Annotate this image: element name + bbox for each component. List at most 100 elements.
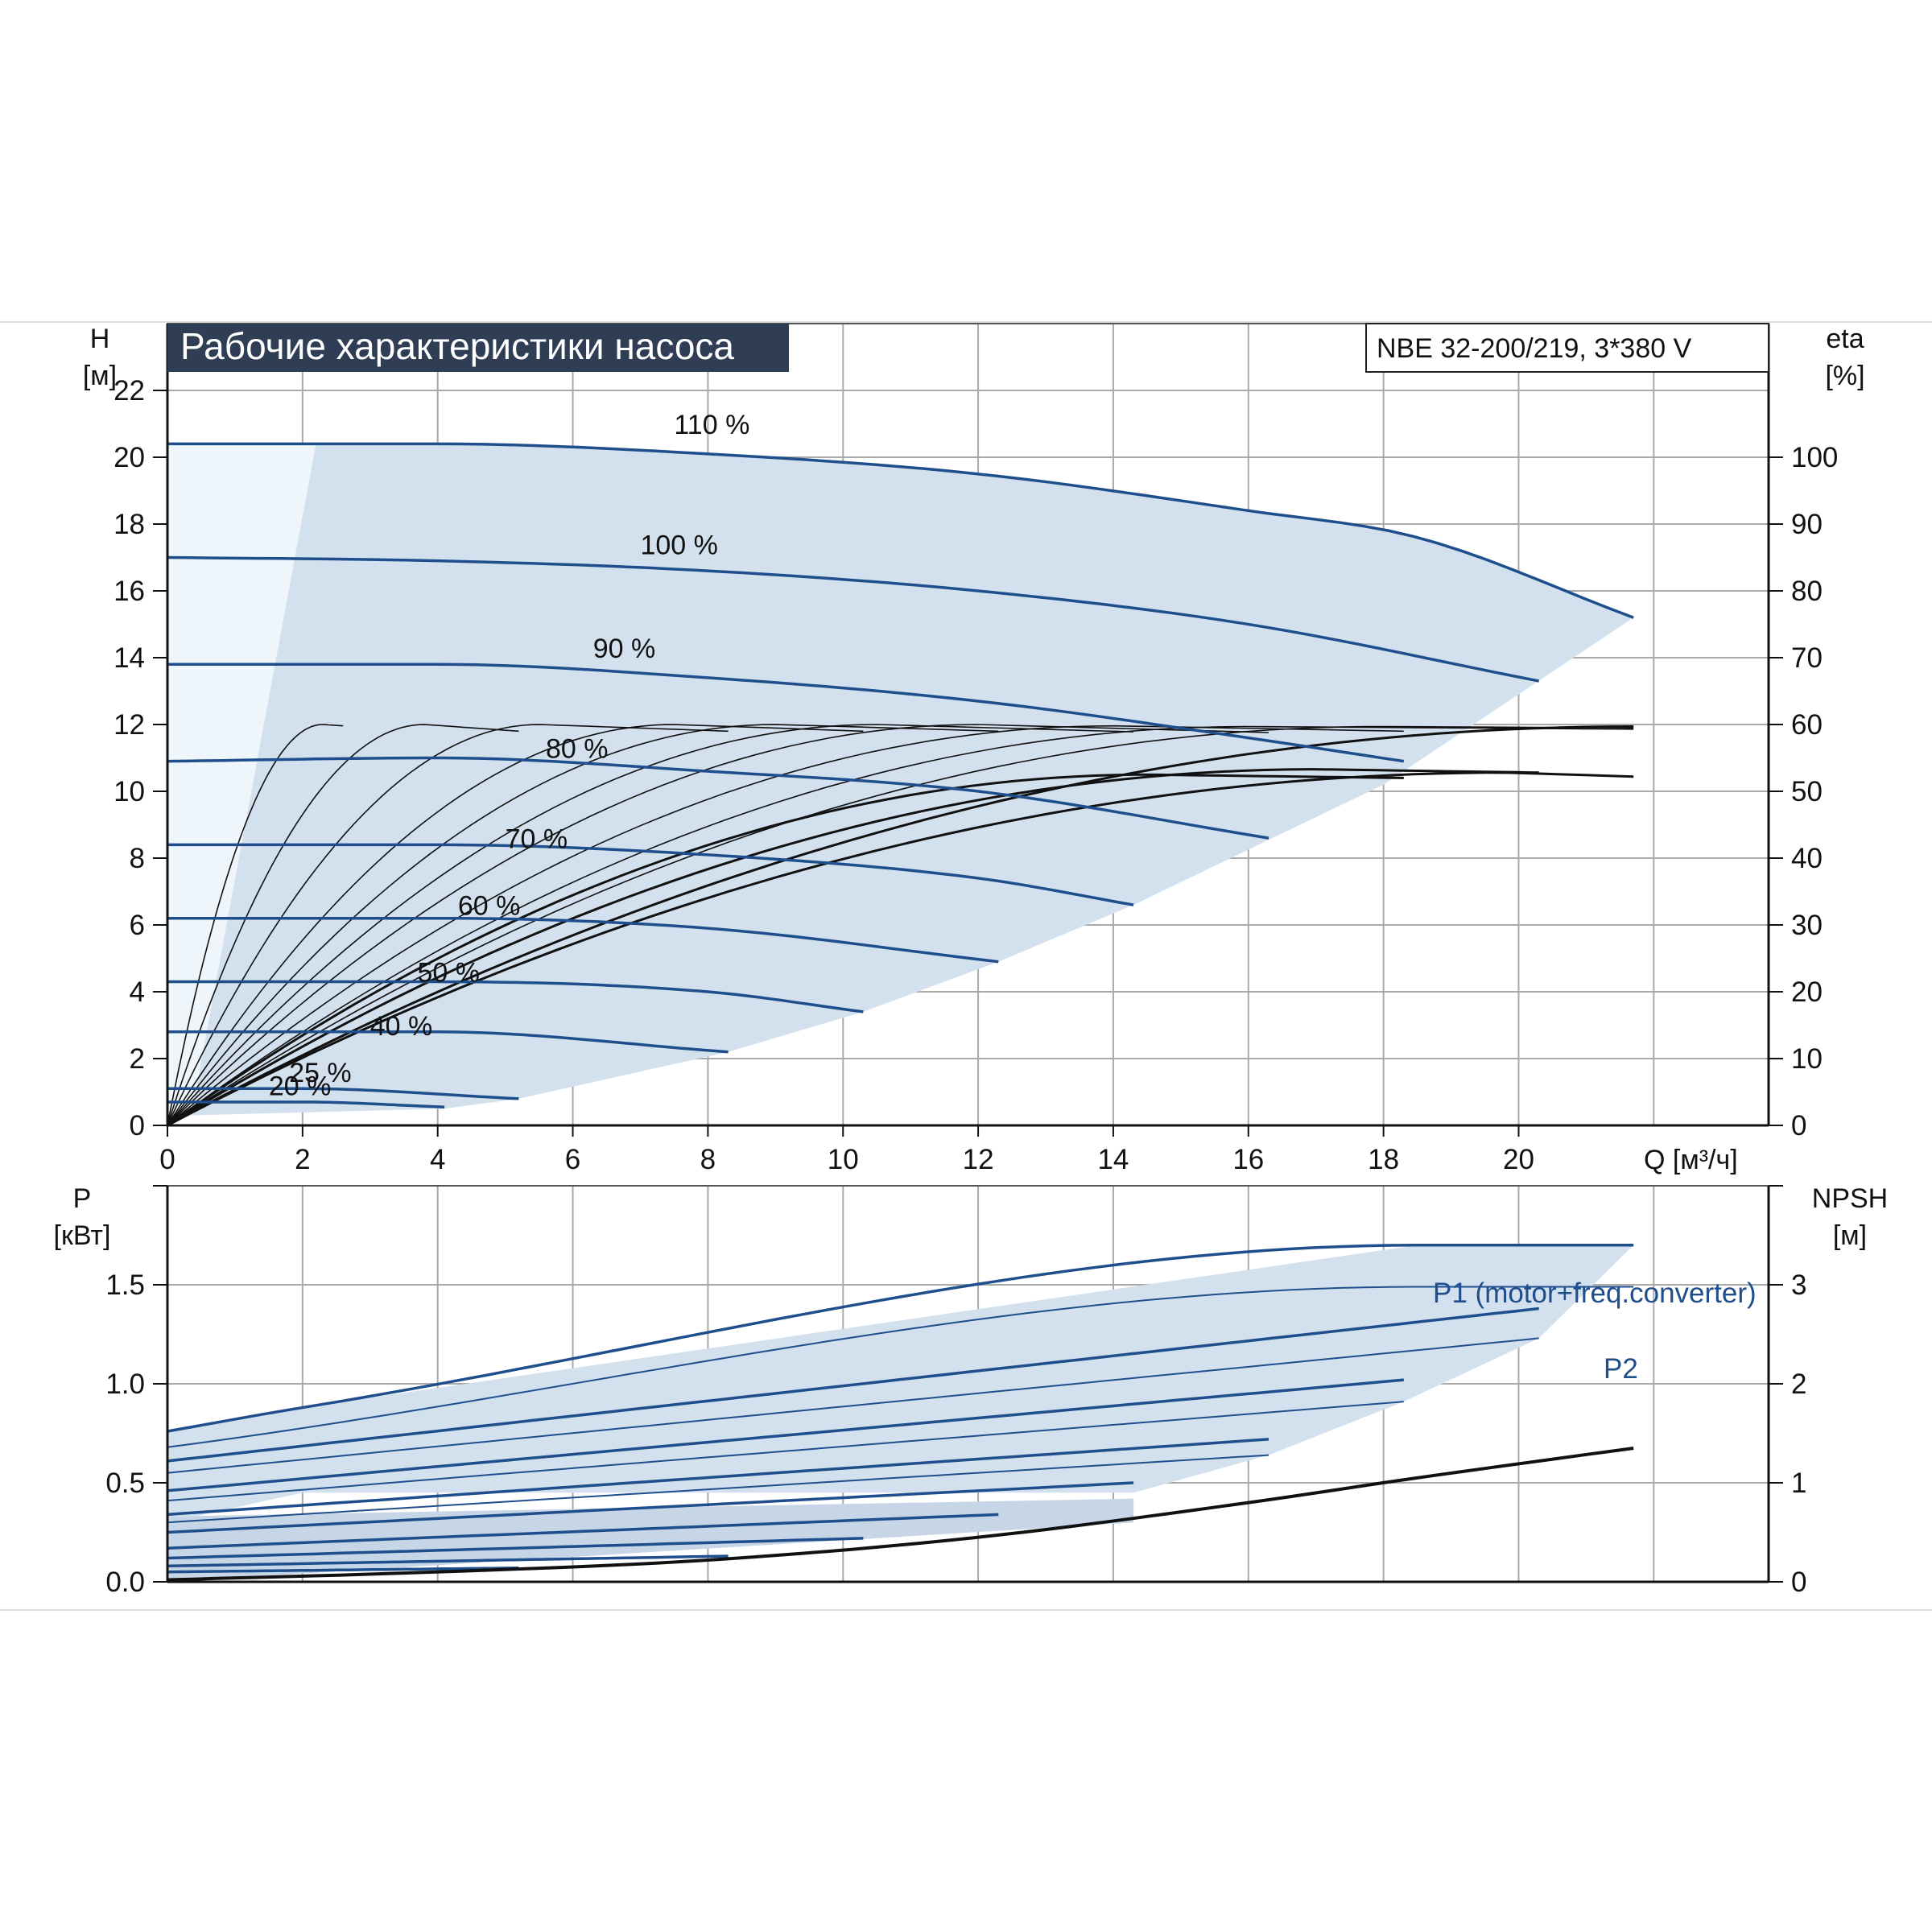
- x-tick-label: 0: [159, 1144, 175, 1175]
- y2-tick-label: 40: [1791, 843, 1823, 874]
- model-label: NBE 32-200/219, 3*380 V: [1377, 333, 1692, 364]
- head-curve: [167, 555, 1540, 683]
- head-curve: [167, 442, 1634, 619]
- y-tick-label: 12: [114, 709, 145, 741]
- power-npsh-plot: 0.0 0.5 1.0 1.5 0 1 2 3: [105, 1185, 1806, 1598]
- y2-axis-unit-eta: [%]: [1825, 361, 1864, 391]
- x-tick-label: 20: [1503, 1144, 1534, 1175]
- y-tick-label: 10: [114, 776, 145, 807]
- efficiency-curve: [167, 724, 344, 1126]
- power-curve: [167, 1286, 1634, 1448]
- efficiency-curve: [167, 724, 999, 1126]
- x-tick-label: 8: [700, 1144, 716, 1175]
- x-tick-label: 14: [1097, 1144, 1129, 1175]
- head-curve: [167, 1100, 445, 1108]
- head-curve: [167, 843, 1134, 906]
- power-curve: [167, 1438, 1269, 1517]
- power-tick-label: 0.5: [105, 1468, 145, 1499]
- x-tick-label: 16: [1232, 1144, 1264, 1175]
- efficiency-curve: [167, 724, 729, 1126]
- power-curve: [167, 1244, 1634, 1433]
- power-curve: [167, 1454, 1269, 1524]
- power-tick-label: 1.5: [105, 1269, 145, 1301]
- y-tick-label: 22: [114, 375, 145, 407]
- background-layer: [0, 321, 1932, 1611]
- y2-tick-label: 90: [1791, 509, 1823, 540]
- x-tick-label: 2: [295, 1144, 310, 1175]
- y-axis-label-head: H: [90, 324, 110, 354]
- efficiency-curve: [167, 768, 1539, 1127]
- head-curve: [167, 1087, 519, 1100]
- operating-area-envelope: [191, 444, 1634, 1116]
- head-curve-label: 60 %: [458, 891, 521, 922]
- y2-tick-label: 0: [1791, 1110, 1806, 1141]
- power-curve: [167, 1337, 1539, 1474]
- p1-label: P1 (motor+freq.converter): [1433, 1278, 1757, 1309]
- head-curve: [167, 1030, 729, 1054]
- power-curve: [167, 1567, 519, 1574]
- p2-label: P2: [1604, 1353, 1638, 1385]
- power-curve: [167, 1554, 729, 1568]
- efficiency-curve: [167, 771, 1634, 1127]
- x-tick-label: 4: [430, 1144, 445, 1175]
- npsh-tick-label: 0: [1791, 1567, 1806, 1598]
- y2-tick-label: 50: [1791, 776, 1823, 807]
- head-curve-label: 20 %: [269, 1071, 332, 1102]
- y2-tick-label: 70: [1791, 642, 1823, 674]
- power-curve: [167, 1513, 999, 1550]
- efficiency-curve: [167, 724, 1269, 1126]
- npsh-curve: [167, 1447, 1634, 1582]
- chart-text-layer: Рабочие характеристики насоса NBE 32-200…: [54, 323, 1888, 1385]
- y2-tick-label: 80: [1791, 576, 1823, 607]
- x-tick-label: 6: [565, 1144, 580, 1175]
- power-curve: [167, 1401, 1404, 1502]
- head-efficiency-plot: 110 %100 %90 %80 %70 %60 %50 %40 %25 %20…: [114, 323, 1838, 1175]
- efficiency-curve: [167, 724, 1134, 1126]
- npsh-tick-label: 1: [1791, 1468, 1806, 1499]
- efficiency-curve: [167, 725, 1634, 1127]
- head-curve-label: 110 %: [674, 410, 749, 440]
- efficiency-curve: [167, 724, 519, 1126]
- head-curve: [167, 980, 864, 1013]
- y2-tick-label: 10: [1791, 1043, 1823, 1075]
- y-tick-label: 4: [130, 976, 145, 1008]
- y-tick-label: 14: [114, 642, 145, 674]
- power-operating-area: [167, 1245, 1634, 1523]
- y-axis-label-power: P: [73, 1183, 92, 1214]
- head-curve-label: 25 %: [289, 1058, 352, 1088]
- head-curve-label: 50 %: [418, 958, 481, 989]
- y2-tick-label: 60: [1791, 709, 1823, 741]
- power-tick-label: 0.0: [105, 1567, 145, 1598]
- head-curve-label: 40 %: [370, 1011, 433, 1042]
- y-tick-label: 6: [130, 910, 145, 941]
- chart-title: Рабочие характеристики насоса: [180, 325, 734, 367]
- x-tick-label: 18: [1368, 1144, 1399, 1175]
- y-axis-unit-power: [кВт]: [54, 1220, 111, 1251]
- y2-axis-label-npsh: NPSH: [1812, 1183, 1888, 1214]
- y-tick-label: 16: [114, 576, 145, 607]
- power-curve: [167, 1307, 1539, 1463]
- npsh-tick-label: 3: [1791, 1269, 1806, 1301]
- y2-tick-label: 20: [1791, 976, 1823, 1008]
- y-tick-label: 18: [114, 509, 145, 540]
- head-curve-label: 90 %: [593, 634, 656, 664]
- efficiency-curve: [167, 724, 864, 1126]
- power-curve: [167, 1481, 1134, 1534]
- y-tick-label: 8: [130, 843, 145, 874]
- efficiency-curve: [167, 725, 1634, 1126]
- power-tick-label: 1.0: [105, 1368, 145, 1400]
- y2-axis-unit-npsh: [м]: [1833, 1220, 1867, 1251]
- head-curve-label: 80 %: [546, 734, 609, 765]
- power-curve: [167, 1537, 864, 1560]
- y-axis-unit-head: [м]: [83, 361, 117, 391]
- power-curve: [167, 1378, 1404, 1492]
- y-tick-label: 0: [130, 1110, 145, 1141]
- y-tick-label: 2: [130, 1043, 145, 1075]
- y-tick-label: 20: [114, 442, 145, 473]
- x-axis-label-q: Q [м³/ч]: [1644, 1145, 1738, 1175]
- title-bar: [167, 324, 789, 372]
- model-box: [1365, 323, 1769, 373]
- x-tick-label: 12: [963, 1144, 994, 1175]
- npsh-tick-label: 2: [1791, 1368, 1806, 1400]
